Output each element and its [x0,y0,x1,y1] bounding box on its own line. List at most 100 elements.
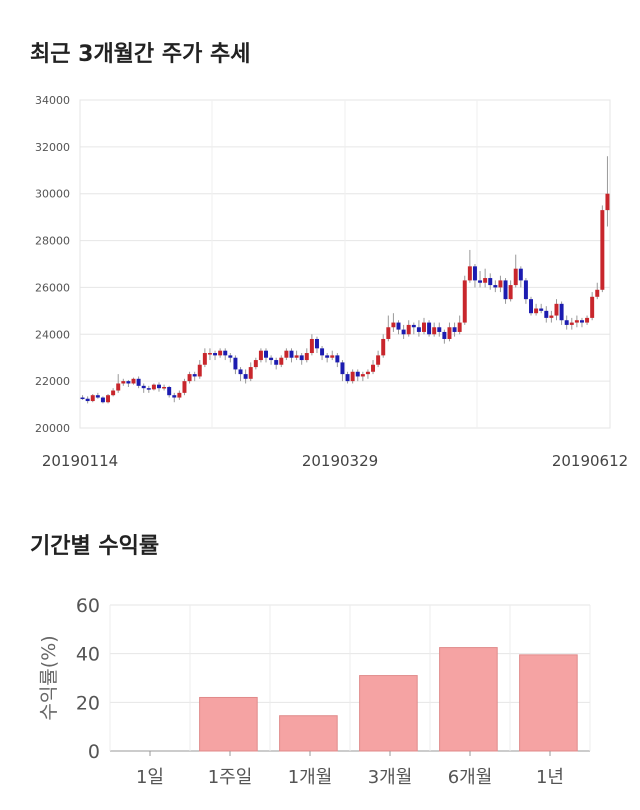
candle-body [314,338,319,349]
x-tick-label: 1개월 [288,767,333,788]
x-tick-label: 1년 [536,767,564,788]
candle-body [406,324,411,335]
candle-body [304,353,309,361]
candle-body [309,338,314,354]
candle-body [595,289,600,297]
x-tick-label: 1주일 [208,767,253,788]
candle-body [549,315,554,318]
y-tick-label: 60 [76,595,100,617]
candle-body [258,350,263,361]
candle-body [574,320,579,323]
candle-body [345,374,350,382]
y-tick-label: 20000 [35,422,70,435]
candle-body [299,355,304,361]
candle-body [218,350,223,356]
candle-body [554,303,559,316]
candle-body [371,364,376,372]
candle-body [106,395,111,403]
candle-body [350,371,355,382]
candle-body [442,331,447,339]
candle-body [401,329,406,335]
candle-body [508,285,513,300]
candle-body [569,322,574,325]
candle-body [325,355,330,358]
candle-body [172,395,177,398]
candle-body [478,280,483,283]
candle-body [498,280,503,288]
candle-body [462,280,467,323]
candle-body [238,369,243,375]
candle-body [590,296,595,318]
candle-body [167,387,172,396]
bar-1년 [519,654,578,752]
candle-body [396,322,401,330]
candle-body [513,268,518,286]
candle-body [330,355,335,358]
candle-body [422,322,426,332]
candle-body [223,350,228,356]
candle-body [427,322,432,335]
candle-body [192,374,197,377]
x-tick-label: 20190612 [552,452,628,470]
candle-body [289,350,294,358]
candle-body [529,299,533,314]
candle-body [539,308,544,311]
candle-body [131,378,136,384]
candle-body [187,374,192,382]
candle-body [111,390,116,396]
candle-body [228,355,233,358]
y-tick-label: 32000 [35,141,70,154]
candle-body [355,371,360,377]
candle-body [534,308,539,314]
candle-body [243,374,248,379]
candle-body [467,266,472,281]
candle-body [233,357,238,370]
y-tick-label: 40 [76,644,100,666]
candle-body [136,378,141,386]
candle-body [162,387,167,389]
candle-body [95,395,100,398]
y-axis-label: 수익률(%) [38,635,60,720]
candle-body [488,278,493,286]
candle-body [411,324,416,328]
candle-body [585,317,590,323]
candle-body [503,280,508,300]
candle-body [452,327,457,332]
candle-body [457,322,462,332]
candle-body [432,327,437,335]
x-tick-label: 3개월 [368,767,413,788]
candle-body [121,381,126,384]
candle-body [472,266,477,281]
candle-body [416,327,421,332]
candle-body [284,350,289,358]
candle-body [177,392,182,398]
candle-body [116,383,121,391]
y-tick-label: 26000 [35,281,70,294]
candle-body [248,367,253,379]
candle-body [335,355,340,363]
candle-body [447,327,452,339]
candle-body [360,374,365,377]
candle-body [207,353,212,355]
candle-body [182,381,187,393]
candle-body [126,381,131,384]
candle-body [391,322,396,328]
period-return-bar-chart: 60 40 20 0 1일 1주일 1개월 3개월 6개월 1년 수익률(%) [38,595,591,788]
x-tick-label: 1일 [136,767,164,788]
candle-body [90,395,95,402]
y-tick-label: 28000 [35,235,70,248]
candle-body [100,397,105,403]
candle-body [85,398,90,402]
candle-body [213,353,218,356]
candle-body [483,278,488,283]
candle-body [518,268,523,281]
y-tick-label: 24000 [35,328,70,341]
candle-body [269,357,274,361]
candle-body [544,310,549,318]
candle-body [264,350,268,358]
y-tick-label: 34000 [35,94,70,107]
x-tick-label: 6개월 [448,767,493,788]
candle-body [523,280,528,300]
y-tick-label: 22000 [35,375,70,388]
candle-body [141,385,146,389]
